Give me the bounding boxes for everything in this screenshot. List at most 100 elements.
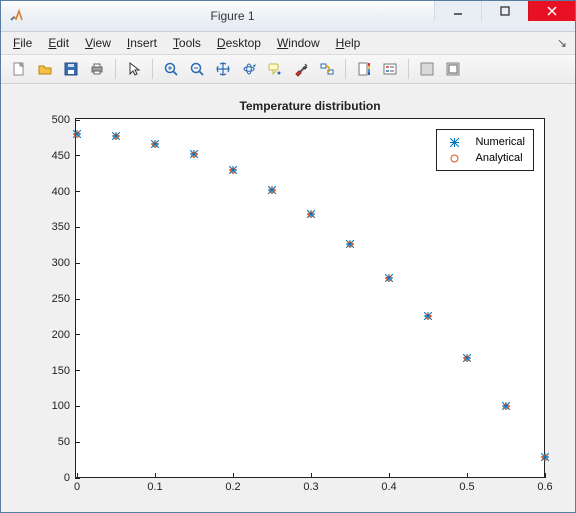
- data-marker-numerical: [190, 147, 198, 161]
- toolbar-separator: [345, 59, 346, 79]
- xtick: [77, 473, 78, 478]
- open-button[interactable]: [33, 57, 57, 81]
- rotate3d-button[interactable]: [237, 57, 261, 81]
- menu-desktop[interactable]: Desktop: [211, 34, 267, 52]
- menubar: FileEditViewInsertToolsDesktopWindowHelp…: [1, 32, 575, 55]
- menu-tools[interactable]: Tools: [167, 34, 207, 52]
- toolbar-separator: [408, 59, 409, 79]
- data-marker-numerical: [385, 271, 393, 285]
- legend-swatch-icon: [443, 138, 465, 147]
- figure-content: Temperature distribution Numerical Analyt…: [1, 84, 575, 512]
- hide-button[interactable]: [415, 57, 439, 81]
- data-marker-analytical: [503, 399, 510, 413]
- data-marker-numerical: [307, 207, 315, 221]
- ytick-label: 250: [52, 293, 70, 305]
- ytick-label: 150: [52, 365, 70, 377]
- ytick: [75, 299, 80, 300]
- xtick: [467, 473, 468, 478]
- ytick-label: 400: [52, 186, 70, 198]
- pan-button[interactable]: [211, 57, 235, 81]
- ytick-label: 500: [52, 114, 70, 126]
- menu-help[interactable]: Help: [330, 34, 367, 52]
- xtick-label: 0.3: [303, 481, 318, 493]
- figure-window: Figure 1 FileEditViewInsertToolsDesktopW…: [0, 0, 576, 513]
- data-marker-numerical: [151, 137, 159, 151]
- xtick-label: 0.6: [537, 481, 552, 493]
- ytick: [75, 334, 80, 335]
- data-marker-numerical: [268, 183, 276, 197]
- window-buttons: [434, 1, 575, 21]
- data-marker-analytical: [191, 147, 198, 161]
- new-button[interactable]: [7, 57, 31, 81]
- chart-title: Temperature distribution: [76, 99, 544, 113]
- data-marker-analytical: [542, 450, 549, 464]
- legend-entry-numerical: Numerical: [443, 134, 525, 150]
- legend-label: Analytical: [475, 152, 522, 164]
- datatip-button[interactable]: [263, 57, 287, 81]
- chart-legend[interactable]: Numerical Analytical: [436, 129, 534, 171]
- xtick: [389, 473, 390, 478]
- toolbar: [1, 55, 575, 84]
- chart-axes: Temperature distribution NumericalAnalyt…: [75, 118, 545, 478]
- data-marker-analytical: [386, 271, 393, 285]
- ytick: [75, 406, 80, 407]
- save-button[interactable]: [59, 57, 83, 81]
- data-marker-numerical: [502, 399, 510, 413]
- minimize-button[interactable]: [434, 1, 481, 21]
- data-marker-analytical: [152, 137, 159, 151]
- maximize-button[interactable]: [481, 1, 528, 21]
- ytick-label: 300: [52, 257, 70, 269]
- data-marker-analytical: [425, 309, 432, 323]
- xtick-label: 0.4: [381, 481, 396, 493]
- colorbar-button[interactable]: [352, 57, 376, 81]
- ytick: [75, 263, 80, 264]
- xtick: [311, 473, 312, 478]
- toolbar-separator: [115, 59, 116, 79]
- data-marker-numerical: [346, 237, 354, 251]
- titlebar: Figure 1: [1, 1, 575, 32]
- xtick: [155, 473, 156, 478]
- legend-label: Numerical: [475, 136, 525, 148]
- menu-window[interactable]: Window: [271, 34, 326, 52]
- menu-edit[interactable]: Edit: [42, 34, 75, 52]
- legend-button[interactable]: [378, 57, 402, 81]
- ytick: [75, 191, 80, 192]
- show-button[interactable]: [441, 57, 465, 81]
- dock-icon[interactable]: ↘: [555, 36, 569, 50]
- ytick: [75, 370, 80, 371]
- print-button[interactable]: [85, 57, 109, 81]
- legend-swatch-icon: [443, 154, 465, 163]
- matlab-icon: [9, 8, 25, 24]
- link-button[interactable]: [315, 57, 339, 81]
- pointer-button[interactable]: [122, 57, 146, 81]
- window-title: Figure 1: [31, 9, 434, 23]
- menu-view[interactable]: View: [79, 34, 117, 52]
- toolbar-separator: [152, 59, 153, 79]
- zoom-out-button[interactable]: [185, 57, 209, 81]
- data-marker-analytical: [74, 127, 81, 141]
- zoom-in-button[interactable]: [159, 57, 183, 81]
- xtick-label: 0: [74, 481, 80, 493]
- data-marker-numerical: [73, 127, 81, 141]
- data-marker-numerical: [229, 163, 237, 177]
- ytick-label: 200: [52, 329, 70, 341]
- menu-insert[interactable]: Insert: [121, 34, 163, 52]
- ytick-label: 450: [52, 150, 70, 162]
- data-marker-numerical: [112, 129, 120, 143]
- ytick-label: 0: [64, 472, 70, 484]
- xtick-label: 0.2: [225, 481, 240, 493]
- ytick: [75, 227, 80, 228]
- xtick: [233, 473, 234, 478]
- ytick-label: 350: [52, 221, 70, 233]
- data-marker-analytical: [464, 351, 471, 365]
- menu-file[interactable]: File: [7, 34, 38, 52]
- data-marker-analytical: [269, 183, 276, 197]
- ytick: [75, 120, 80, 121]
- data-marker-numerical: [541, 450, 549, 464]
- brush-button[interactable]: [289, 57, 313, 81]
- data-marker-analytical: [230, 163, 237, 177]
- xtick: [545, 473, 546, 478]
- data-marker-analytical: [113, 129, 120, 143]
- xtick-label: 0.1: [147, 481, 162, 493]
- close-button[interactable]: [528, 1, 575, 21]
